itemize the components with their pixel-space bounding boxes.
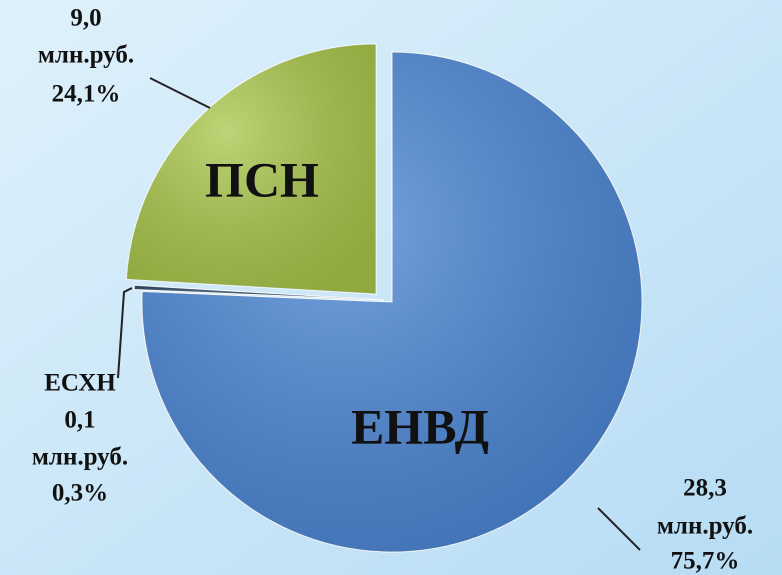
slice-shade: [126, 44, 376, 294]
percent-label: 0,3%: [52, 480, 108, 507]
leader-line: [597, 507, 641, 551]
value-label: 0,1: [64, 407, 95, 434]
slice-shade: [134, 285, 384, 300]
unit-label: млн.руб.: [657, 513, 753, 540]
percent-label: 24,1%: [52, 81, 121, 108]
leader-line: [117, 287, 133, 379]
category-label: ЕНВД: [351, 398, 489, 454]
category-label: ПСН: [205, 151, 319, 207]
percent-label: 75,7%: [671, 548, 740, 575]
unit-label: млн.руб.: [32, 444, 128, 471]
unit-label: млн.руб.: [38, 42, 134, 69]
slice-shade: [142, 52, 642, 552]
value-label: 28,3: [683, 475, 727, 502]
leader-line: [149, 77, 211, 109]
category-label: ЕСХН: [44, 370, 116, 397]
value-label: 9,0: [70, 5, 101, 32]
